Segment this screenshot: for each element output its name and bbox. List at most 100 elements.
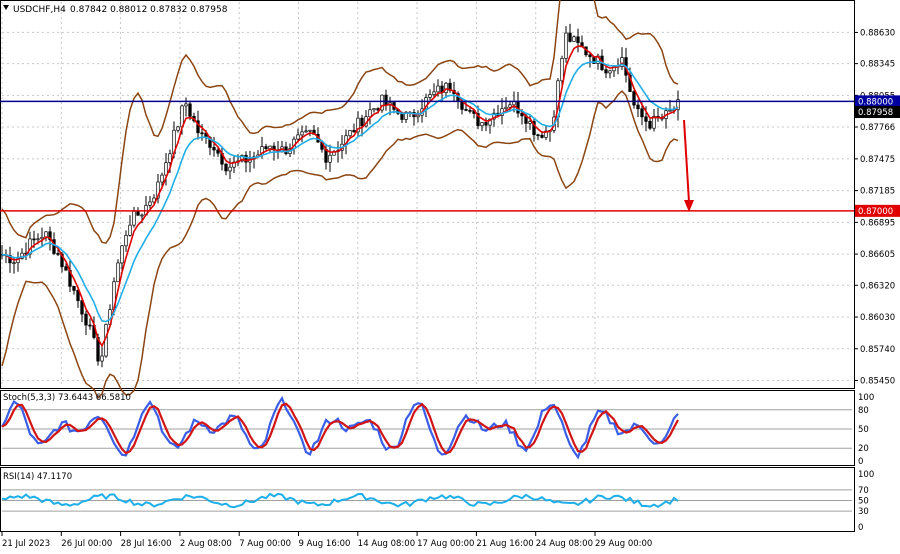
- candle-body: [368, 109, 372, 118]
- stoch-tick-label: 100: [858, 393, 874, 403]
- candle-body: [400, 113, 404, 120]
- price-tag-label: 0.88000: [858, 97, 893, 107]
- price-tick-label: 0.86895: [860, 218, 895, 228]
- bollinger-lower: [1, 90, 679, 400]
- candle-body: [268, 145, 272, 149]
- stoch-signal-line: [1, 402, 679, 455]
- time-tick-label: 29 Aug 00:00: [595, 539, 652, 549]
- candle-body: [380, 94, 384, 111]
- price-tick-label: 0.88630: [860, 28, 895, 38]
- candle-body: [608, 70, 612, 74]
- candle-body: [356, 117, 360, 133]
- candle-body: [544, 130, 548, 138]
- candle-body: [212, 147, 216, 151]
- candle-body: [564, 32, 568, 59]
- candle-body: [372, 108, 376, 111]
- candle-body: [620, 57, 624, 67]
- candle-body: [160, 174, 164, 183]
- candle-body: [480, 122, 484, 127]
- time-tick-label: 14 Aug 08:00: [358, 539, 415, 549]
- candle-body: [76, 290, 80, 302]
- time-tick-label: 26 Jul 00:00: [61, 539, 112, 549]
- time-tick-label: 21 Aug 16:00: [476, 539, 533, 549]
- candle-body: [632, 91, 636, 106]
- candle-body: [188, 103, 192, 117]
- moving-averages: [1, 45, 679, 348]
- candle-body: [164, 162, 168, 176]
- candle-body: [508, 104, 512, 108]
- candle-body: [532, 121, 536, 136]
- candle-body: [32, 238, 36, 241]
- price-tick-label: 0.86605: [860, 250, 895, 260]
- candle-body: [240, 155, 244, 162]
- horizontal-levels[interactable]: [0, 100, 854, 212]
- rsi-tick-label: 0: [858, 523, 863, 533]
- candle-body: [308, 129, 312, 132]
- candle-body: [100, 355, 104, 362]
- candle-body: [72, 285, 76, 291]
- candle-body: [132, 210, 136, 226]
- rsi-tick-label: 50: [858, 497, 869, 507]
- candle-body: [568, 32, 572, 42]
- candle-body: [644, 116, 648, 122]
- stochastic-label: Stoch(5,3,3) 73.6443 66.5810: [3, 393, 131, 403]
- price-tick-label: 0.85740: [860, 345, 895, 355]
- rsi-tick-label: 100: [858, 470, 874, 480]
- candle-body: [296, 134, 300, 140]
- time-tick-label: 21 Jul 2023: [2, 539, 50, 549]
- candle-body: [196, 120, 200, 134]
- rsi-label: RSI(14) 47.1170: [3, 472, 72, 482]
- candle-body: [488, 118, 492, 126]
- candle-body: [640, 108, 644, 118]
- candle-body: [228, 166, 232, 172]
- rsi-line: [1, 489, 852, 512]
- candle-body: [424, 97, 428, 110]
- stochastic-panel[interactable]: [0, 390, 855, 466]
- candle-body: [116, 262, 120, 283]
- candle-body: [80, 300, 84, 315]
- time-tick-label: 7 Aug 00:00: [239, 539, 291, 549]
- candle-body: [560, 58, 564, 82]
- price-tick-label: 0.88345: [860, 60, 895, 70]
- candle-body: [384, 94, 388, 106]
- candle-body: [436, 85, 440, 93]
- candle-body: [124, 235, 128, 247]
- price-tag-bg: [855, 95, 900, 108]
- stoch-tick-label: 50: [858, 425, 869, 435]
- time-tick-label: 9 Aug 16:00: [299, 539, 351, 549]
- candle-body: [88, 324, 92, 327]
- price-tag-label: 0.87000: [858, 207, 893, 217]
- candle-body: [12, 262, 16, 265]
- time-tick-label: 28 Jul 16:00: [121, 539, 172, 549]
- candle-body: [428, 94, 432, 98]
- rsi-tick-label: 30: [858, 507, 869, 517]
- candle-body: [536, 134, 540, 137]
- symbol-label: USDCHF,H4: [13, 5, 66, 15]
- candle-body: [264, 146, 268, 149]
- rsi-tick-label: 70: [858, 486, 869, 496]
- candle-body: [136, 210, 140, 216]
- candle-body: [528, 121, 532, 124]
- candle-body: [152, 197, 156, 203]
- candle-body: [200, 132, 204, 135]
- ma-fast-line: [1, 45, 679, 348]
- stoch-main-line: [1, 395, 679, 460]
- price-tag-bg: [855, 204, 900, 217]
- candle-body: [540, 134, 544, 138]
- price-tag-bg: [855, 105, 900, 118]
- candle-body: [520, 112, 524, 117]
- candle-body: [648, 120, 652, 129]
- candle-body: [140, 214, 144, 217]
- candle-body: [360, 117, 364, 127]
- main-price-panel[interactable]: [0, 0, 855, 389]
- candle-body: [504, 106, 508, 110]
- candle-body: [244, 155, 248, 163]
- triangle-down-icon[interactable]: [3, 5, 9, 10]
- candle-body: [168, 153, 172, 164]
- bollinger-bands: [1, 0, 679, 400]
- rsi-panel[interactable]: [0, 467, 855, 532]
- price-tick-label: 0.87475: [860, 155, 895, 165]
- candle-body: [56, 253, 60, 255]
